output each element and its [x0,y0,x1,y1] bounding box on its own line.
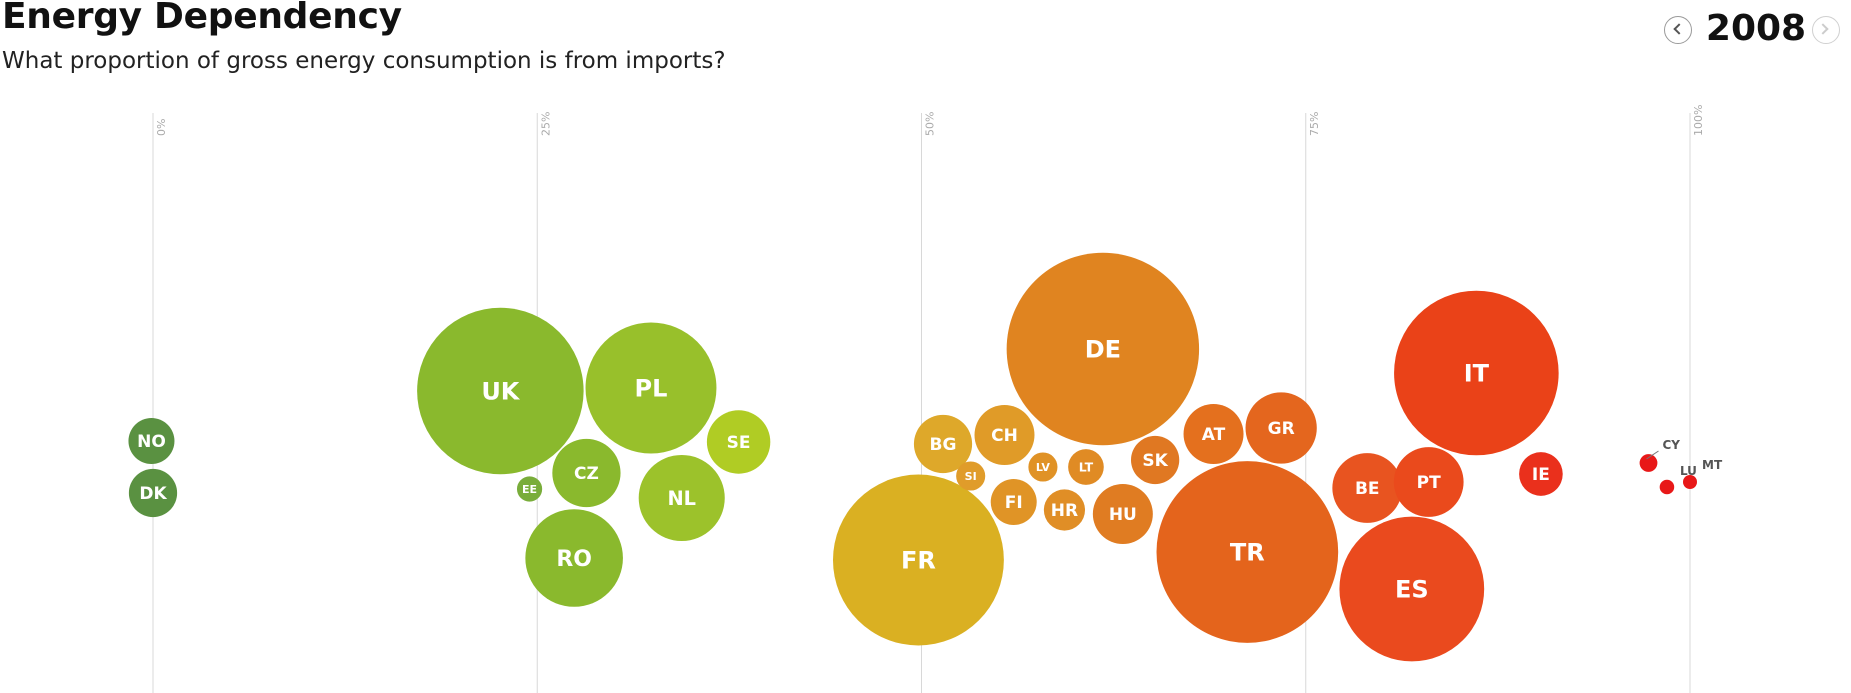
year-navigator: 2008 [1660,6,1846,54]
bubble-label-fi: FI [1005,493,1023,513]
bubble-mt[interactable] [1683,475,1697,489]
bubble-label-ee: EE [522,483,537,496]
bubble-cy[interactable] [1639,454,1658,472]
x-tick-label: 0% [155,119,168,136]
bubble-label-hr: HR [1051,501,1078,521]
bubble-label-sk: SK [1142,451,1168,471]
bubble-label-de: DE [1085,336,1121,364]
bubble-at[interactable] [1183,404,1244,464]
bubble-label-bg: BG [930,435,957,455]
x-tick-label: 25% [539,112,552,136]
bubble-ee[interactable] [516,476,543,502]
bubble-label-at: AT [1202,425,1226,445]
bubble-label-no: NO [137,432,166,452]
bubble-nl[interactable] [638,454,725,542]
bubble-uk[interactable] [417,307,584,475]
chart-bubbles [128,252,1697,662]
x-tick-label: 75% [1308,112,1321,136]
bubble-no[interactable] [128,418,175,464]
bubble-label-tr: TR [1230,539,1265,567]
bubble-hr[interactable] [1043,489,1086,531]
bubble-bg[interactable] [913,414,973,474]
bubble-lu[interactable] [1659,479,1675,495]
bubble-lv[interactable] [1028,452,1058,482]
bubble-dk[interactable] [128,468,178,518]
bubble-label-si: SI [965,470,977,483]
bubble-it[interactable] [1394,290,1559,456]
bubble-ch[interactable] [974,405,1035,465]
bubble-si[interactable] [956,461,986,491]
chart-bubble-labels: NO DK EE UK RO CZ PL NL SE FR BG SI CH FI LV HR LT DE HU SK… [137,336,1723,604]
bubble-label-hu: HU [1109,505,1137,525]
bubble-label-it: IT [1464,360,1490,388]
bubble-label-mt: MT [1702,458,1723,472]
bubble-label-ie: IE [1532,465,1550,485]
bubble-ro[interactable] [525,509,623,607]
bubble-fr[interactable] [832,474,1004,646]
bubble-label-ro: RO [556,547,592,572]
bubble-se[interactable] [706,410,771,474]
x-tick-label: 50% [924,112,937,136]
bubble-pl[interactable] [585,322,717,454]
bubble-label-ch: CH [991,426,1018,446]
bubble-label-cz: CZ [574,464,599,484]
bubble-label-lv: LV [1036,461,1050,474]
bubble-label-be: BE [1355,479,1380,499]
bubble-lt[interactable] [1068,449,1104,485]
x-tick-label: 100% [1692,105,1705,136]
bubble-es[interactable] [1339,516,1485,662]
bubble-label-gr: GR [1268,419,1295,439]
bubble-label-cy: CY [1663,438,1681,452]
previous-year-button[interactable] [1664,16,1692,44]
bubble-label-es: ES [1395,576,1429,604]
bubble-hu[interactable] [1092,484,1153,544]
bubble-gr[interactable] [1245,392,1317,464]
bubble-label-lt: LT [1079,459,1094,474]
leader-line-cy [1646,450,1659,460]
bubble-label-pt: PT [1417,473,1441,493]
bubble-label-fr: FR [901,547,936,575]
bubble-cz[interactable] [552,438,621,508]
next-year-button[interactable] [1812,16,1840,44]
bubble-sk[interactable] [1131,435,1180,485]
bubble-label-lu: LU [1680,464,1697,478]
bubble-fi[interactable] [990,479,1037,525]
chart-subtitle: What proportion of gross energy consumpt… [2,48,726,74]
chart-title: Energy Dependency [2,0,402,37]
bubble-pt[interactable] [1393,447,1464,517]
bubble-label-uk: UK [481,378,520,406]
bubble-label-se: SE [727,433,751,453]
current-year: 2008 [1705,8,1807,49]
bubble-label-nl: NL [667,487,696,510]
bubble-tr[interactable] [1156,461,1339,643]
bubble-de[interactable] [1006,252,1200,446]
bubble-label-pl: PL [635,375,668,403]
bubble-label-dk: DK [139,484,167,504]
bubble-be[interactable] [1332,453,1403,523]
bubble-ie[interactable] [1519,452,1563,496]
